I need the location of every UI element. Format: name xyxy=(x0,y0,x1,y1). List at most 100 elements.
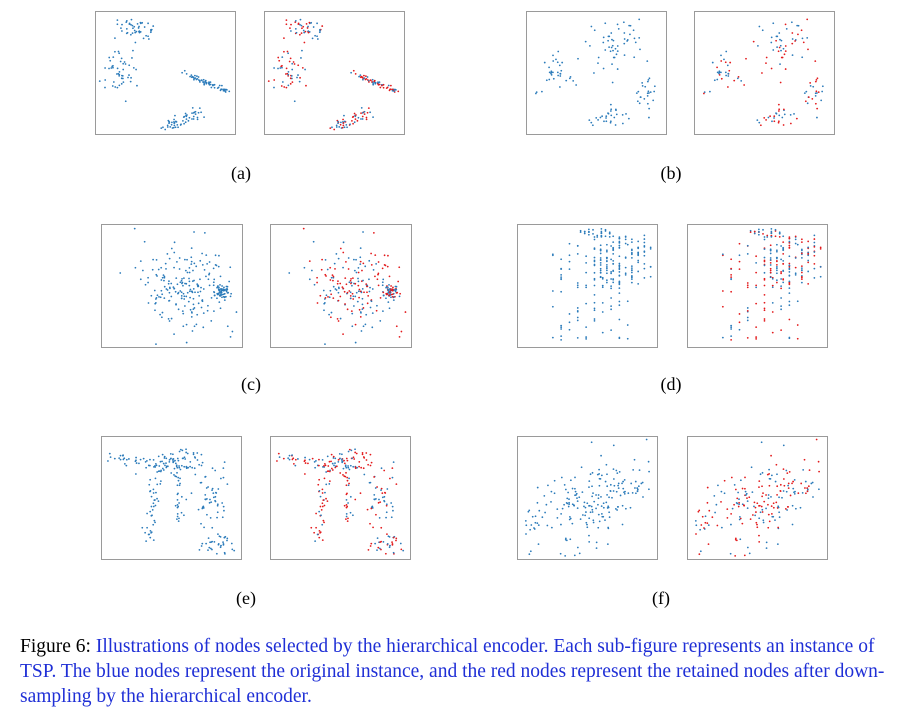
retained-node-point xyxy=(361,115,364,118)
retained-node-point xyxy=(332,297,335,299)
original-node-point xyxy=(624,272,627,275)
retained-node-point xyxy=(363,113,366,116)
original-node-point xyxy=(212,267,215,270)
original-node-point xyxy=(201,252,203,255)
original-node-point xyxy=(612,246,615,249)
original-node-point xyxy=(800,248,803,251)
retained-node-point xyxy=(706,522,709,525)
original-node-point xyxy=(212,84,214,87)
original-node-point xyxy=(159,313,161,316)
original-node-point xyxy=(185,73,188,75)
original-node-point xyxy=(156,275,158,277)
retained-node-point xyxy=(767,513,770,516)
retained-node-point xyxy=(386,533,388,535)
retained-node-point xyxy=(807,282,810,285)
subfigure-a-label: (a) xyxy=(231,163,251,183)
original-node-point xyxy=(121,23,123,26)
original-node-point xyxy=(359,74,362,77)
original-node-point xyxy=(361,111,364,114)
original-node-point xyxy=(559,75,562,77)
retained-node-point xyxy=(776,485,779,488)
original-node-point xyxy=(310,21,313,24)
original-node-point xyxy=(205,254,208,256)
retained-node-point xyxy=(383,491,386,494)
original-node-point xyxy=(371,288,374,290)
original-node-point xyxy=(604,235,607,238)
retained-node-point xyxy=(366,111,369,114)
original-node-point xyxy=(206,262,209,265)
retained-node-point xyxy=(368,81,370,83)
original-node-point xyxy=(144,461,147,463)
original-node-point xyxy=(563,484,566,486)
original-node-point xyxy=(160,127,163,129)
retained-node-point xyxy=(324,464,327,467)
retained-node-point xyxy=(807,240,810,243)
original-node-point xyxy=(576,244,579,247)
original-node-point xyxy=(147,38,150,40)
original-node-point xyxy=(203,82,206,85)
original-node-point xyxy=(774,480,777,483)
retained-node-point xyxy=(794,235,797,238)
original-node-point xyxy=(372,81,374,84)
original-node-point xyxy=(287,73,290,76)
retained-node-point xyxy=(733,79,736,82)
retained-node-point xyxy=(342,121,345,124)
original-node-point xyxy=(190,311,193,313)
original-node-point xyxy=(600,454,602,457)
original-node-point xyxy=(762,519,765,522)
original-node-point xyxy=(193,307,196,309)
original-node-point xyxy=(98,80,101,83)
original-node-point xyxy=(393,296,395,298)
original-node-point xyxy=(142,37,145,40)
original-node-point xyxy=(207,304,209,307)
original-node-point xyxy=(340,121,342,124)
original-node-point xyxy=(621,122,624,125)
retained-node-point xyxy=(356,119,359,122)
original-node-point xyxy=(762,521,765,524)
original-node-point xyxy=(599,116,602,119)
original-node-point xyxy=(217,533,219,535)
original-node-point xyxy=(159,480,162,483)
original-node-point xyxy=(225,88,227,91)
original-node-point xyxy=(201,299,204,301)
original-node-point xyxy=(616,509,618,511)
original-node-point xyxy=(176,471,178,474)
original-node-point xyxy=(730,278,733,281)
subfigure-a-retained-plot xyxy=(264,11,405,135)
original-node-point xyxy=(574,487,576,490)
original-node-point xyxy=(607,526,610,529)
original-node-point xyxy=(609,490,612,492)
retained-node-point xyxy=(346,520,349,523)
original-node-point xyxy=(770,496,772,498)
original-node-point xyxy=(300,24,303,27)
retained-node-point xyxy=(285,73,287,75)
original-node-point xyxy=(780,245,782,247)
retained-node-point xyxy=(348,290,351,292)
original-node-point xyxy=(161,293,164,296)
original-node-point xyxy=(186,452,189,455)
original-node-point xyxy=(774,519,776,522)
retained-node-point xyxy=(377,272,380,275)
original-node-point xyxy=(353,258,355,261)
original-node-point xyxy=(288,272,291,274)
original-node-point xyxy=(360,330,363,332)
original-node-point xyxy=(591,471,594,474)
original-node-point xyxy=(145,466,148,469)
original-node-point xyxy=(104,67,106,69)
original-node-point xyxy=(800,267,803,269)
original-node-point xyxy=(601,115,603,118)
original-node-point xyxy=(304,68,306,71)
retained-node-point xyxy=(400,548,403,551)
original-node-point xyxy=(529,550,532,553)
original-node-point xyxy=(118,52,121,55)
retained-node-point xyxy=(761,511,764,513)
original-node-point xyxy=(601,278,604,280)
original-node-point xyxy=(604,519,606,522)
retained-node-point xyxy=(273,79,276,81)
retained-node-point xyxy=(759,124,762,127)
original-node-point xyxy=(300,57,302,59)
original-node-point xyxy=(761,471,764,474)
retained-node-point xyxy=(354,282,357,285)
original-node-point xyxy=(216,504,219,507)
original-node-point xyxy=(618,470,621,473)
